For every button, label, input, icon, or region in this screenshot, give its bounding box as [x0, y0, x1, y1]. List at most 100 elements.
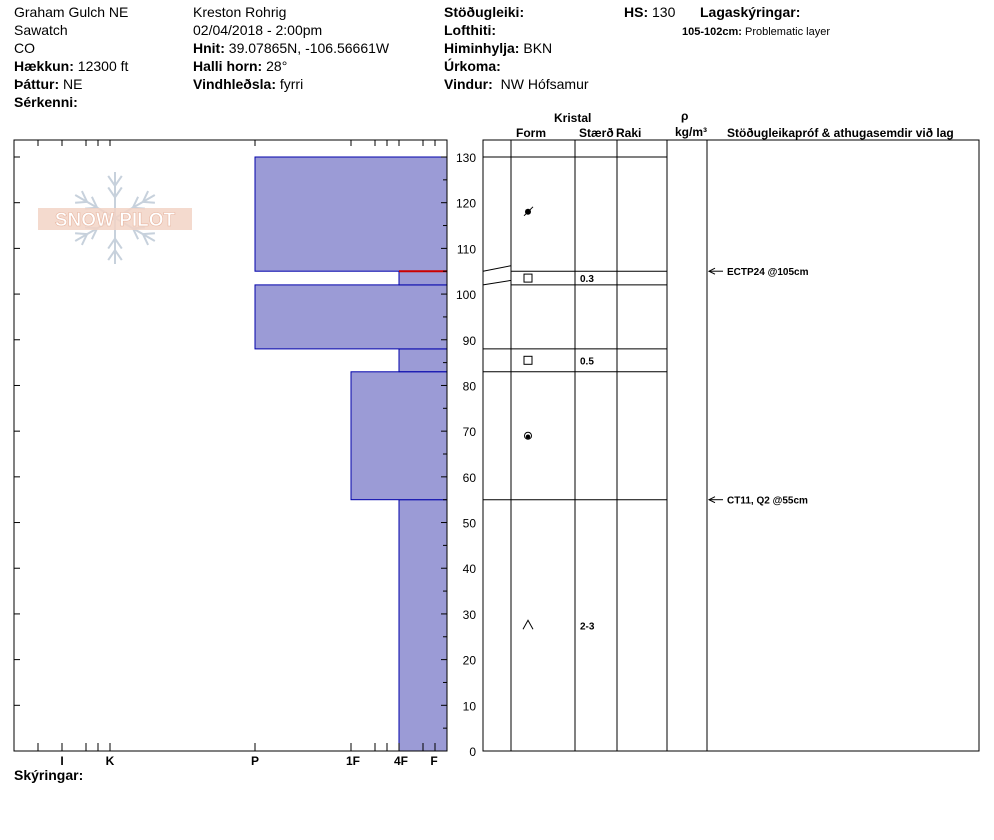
snowflake-branch [114, 249, 123, 261]
snowflake-branch [141, 233, 150, 246]
aspect-value: NE [63, 76, 83, 92]
wind-loading-value: fyrri [279, 76, 304, 92]
features-label: Sérkenni: [14, 94, 78, 110]
x-tick-label-F: F [430, 754, 437, 768]
y-tick-label: 90 [463, 334, 477, 348]
aspect-label: Þáttur: [14, 76, 60, 92]
snowflake-branch [141, 190, 150, 203]
y-tick-label: 80 [463, 380, 477, 394]
snowflake-branch [107, 186, 116, 198]
rho-header: ρ [681, 109, 689, 123]
wind-value: NW Hófsamur [500, 76, 589, 92]
hardness-layer-83-88 [398, 348, 448, 373]
y-tick-label: 130 [456, 151, 476, 165]
snowflake-branch [75, 232, 88, 236]
test-arrow-head [707, 496, 716, 504]
form-header: Form [516, 126, 546, 140]
snow-height: HS: 130 [624, 4, 675, 20]
snowflake-branch [142, 232, 155, 236]
y-tick-label: 40 [463, 562, 477, 576]
wind-loading: Vindhleðsla: fyrri [193, 76, 303, 92]
grain-size-label: 2-3 [580, 621, 595, 632]
hardness-layer-105-130 [254, 156, 448, 272]
hardness-layer-102-105 [398, 270, 448, 286]
sky-label: Himinhylja: [444, 40, 520, 56]
y-tick-label: 70 [463, 425, 477, 439]
sky-value: BKN [523, 40, 553, 56]
faceted-grain-icon [523, 273, 533, 283]
fragment-grain-stroke [523, 206, 534, 217]
elevation: Hækkun: 12300 ft [14, 58, 128, 74]
coords-label: Hnit: [193, 40, 225, 56]
coords-value: 39.07865N, -106.56661W [228, 40, 390, 56]
layer-note-range: 105-102cm: [682, 26, 742, 38]
snowflake-branch [114, 238, 123, 250]
air-temp-label: Lofthiti: [444, 22, 497, 38]
snowflake-branch [90, 196, 99, 209]
wind: Vindur: NW Hófsamur [444, 76, 589, 92]
location-name: Graham Gulch NE [14, 4, 129, 20]
x-tick-label-4F: 4F [394, 754, 408, 768]
layer-note: 105-102cm: Problematic layer [682, 24, 830, 40]
boundary-connector [482, 265, 512, 272]
slope-value: 28° [266, 58, 288, 74]
y-tick-label: 30 [463, 608, 477, 622]
logo-band [38, 208, 192, 230]
elevation-value: 12300 ft [77, 58, 129, 74]
y-tick-label: 50 [463, 517, 477, 531]
snowflake-branch [131, 227, 140, 240]
snowflake-branch [90, 227, 99, 240]
coordinates: Hnit: 39.07865N, -106.56661W [193, 40, 389, 56]
x-tick-label-I: I [60, 754, 63, 768]
depth-hoar-icon [522, 619, 534, 630]
slope-angle: Halli horn: 28° [193, 58, 287, 74]
snowflake-branch [114, 186, 123, 198]
stability-test-label: CT11, Q2 @55cm [727, 496, 808, 507]
y-tick-label: 0 [469, 745, 476, 759]
observer: Kreston Rohrig [193, 4, 287, 20]
logo-text: SNOW PILOT [55, 210, 176, 231]
aspect: Þáttur: NE [14, 76, 82, 92]
layer-note-text: Problematic layer [745, 26, 830, 38]
hardness-layer-88-102 [254, 284, 448, 350]
mountain-range: Sawatch [14, 22, 68, 38]
x-tick-label-K: K [106, 754, 115, 768]
snowflake-branch [80, 190, 89, 203]
grain-size-label: 0.5 [580, 356, 594, 367]
stability-label: Stöðugleiki: [444, 4, 525, 20]
hardness-layer-0-55 [398, 499, 448, 752]
layer-notes-label: Lagaskýringar: [700, 4, 801, 20]
y-tick-label: 120 [456, 197, 476, 211]
y-tick-label: 10 [463, 699, 477, 713]
grain-size-label: 0.3 [580, 274, 594, 285]
rounded-grain-icon [524, 431, 532, 440]
snowflake-branch [142, 200, 155, 204]
elevation-label: Hækkun: [14, 58, 74, 74]
y-tick-label: 110 [457, 242, 476, 256]
datetime: 02/04/2018 - 2:00pm [193, 22, 323, 38]
x-tick-label-1F: 1F [346, 754, 360, 768]
rounded-grain-dot [525, 434, 531, 439]
crystal-header: Kristal [554, 111, 592, 125]
size-header: Stærð [579, 126, 614, 140]
precip-label: Úrkoma: [444, 58, 501, 74]
state: CO [14, 40, 35, 56]
wind-label: Vindur: [444, 76, 493, 92]
boundary-connector [482, 279, 512, 286]
snowflake-branch [107, 238, 116, 250]
hs-value: 130 [652, 4, 676, 20]
notes-label: Skýringar: [14, 767, 84, 783]
x-tick-label-P: P [251, 754, 259, 768]
wind-loading-label: Vindhleðsla: [193, 76, 276, 92]
slope-label: Halli horn: [193, 58, 263, 74]
snowflake-branch [107, 175, 116, 187]
sky-cover: Himinhylja: BKN [444, 40, 552, 56]
y-tick-label: 20 [463, 654, 477, 668]
stability-test-label: ECTP24 @105cm [727, 267, 809, 278]
y-tick-label: 60 [463, 471, 477, 485]
hardness-layer-55-83 [350, 371, 448, 501]
hardness-plot-frame [13, 139, 448, 752]
tests-header: Stöðugleikapróf & athugasemdir við lag [727, 126, 954, 140]
hs-label: HS: [624, 4, 649, 20]
